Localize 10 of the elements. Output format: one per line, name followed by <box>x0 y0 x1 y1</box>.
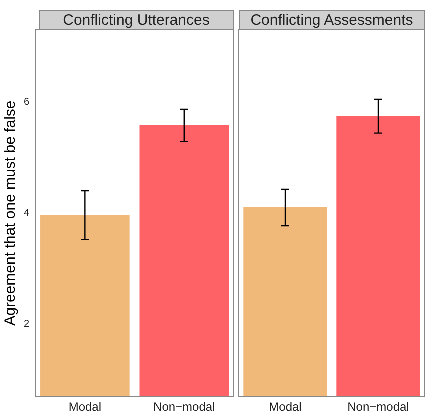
x-tick-label: Modal <box>68 400 102 414</box>
x-tick-label: Modal <box>269 400 302 414</box>
y-tick-label: 4 <box>24 208 30 220</box>
chart-title: Conflicting Assessments <box>239 10 425 30</box>
y-tick-label: 6 <box>24 96 30 108</box>
chart-title: Conflicting Utterances <box>39 10 234 30</box>
x-tick-label: Non−modal <box>154 400 216 414</box>
x-tick-label: Non−modal <box>348 400 410 414</box>
y-axis-title: Agreement that one must be false <box>2 100 20 326</box>
y-tick-label: 2 <box>24 319 30 330</box>
